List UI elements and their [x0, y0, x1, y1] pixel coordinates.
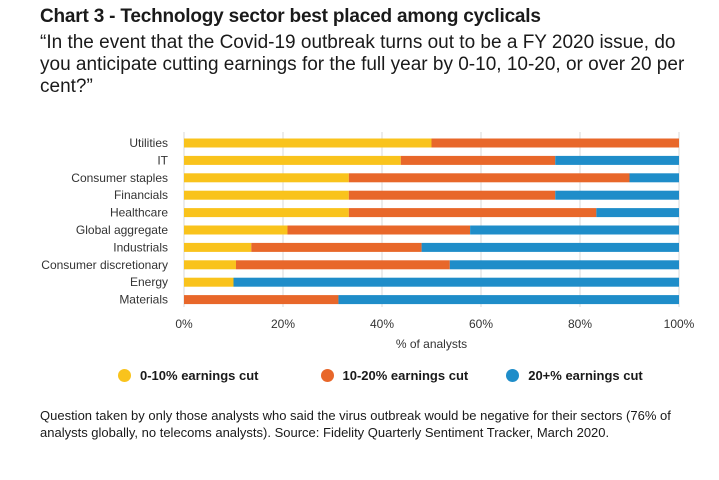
legend-swatch-0-10 [118, 369, 131, 382]
bar-segment [287, 225, 471, 235]
legend-item-0-10: 0-10% earnings cut [118, 368, 259, 383]
bar-segment [184, 225, 288, 235]
bar-segment [235, 260, 450, 270]
bar-segment [338, 295, 679, 305]
bar-segment [449, 260, 679, 270]
category-label: Energy [130, 275, 168, 289]
category-label: Utilities [129, 136, 168, 150]
bar-segment [629, 173, 679, 183]
bar-segment [184, 295, 339, 305]
category-label: Industrials [113, 240, 168, 254]
stacked-bar-chart: Utilities IT Consumer staples Financials Hea… [41, 132, 695, 351]
legend-item-10-20: 10-20% earnings cut [320, 368, 469, 383]
bar-segment [348, 190, 556, 200]
x-tick-label: 0% [175, 317, 193, 331]
legend-swatch-20-plus [506, 369, 520, 382]
bars [184, 138, 679, 305]
bar-segment [555, 190, 679, 200]
bar-segment [184, 190, 349, 200]
category-label: Financials [114, 188, 168, 202]
bar-segment [555, 155, 679, 165]
x-tick-label: 80% [568, 317, 592, 331]
chart-subtitle: “In the event that the Covid-19 outbreak… [40, 32, 685, 97]
category-label: Consumer staples [71, 171, 168, 185]
category-label: Consumer discretionary [41, 258, 168, 272]
bar-segment [251, 242, 422, 252]
legend-label-20-plus: 20+% earnings cut [528, 368, 643, 383]
bar-segment [184, 208, 349, 218]
bar-segment [184, 155, 401, 165]
bar-segment [184, 173, 349, 183]
category-label: Healthcare [110, 206, 168, 220]
bar-segment [400, 155, 556, 165]
legend-swatch-10-20 [320, 369, 334, 382]
legend-item-20-plus: 20+% earnings cut [506, 368, 643, 383]
chart-title: Chart 3 - Technology sector best placed … [40, 6, 541, 27]
x-axis-label: % of analysts [396, 337, 467, 351]
bar-segment [431, 138, 679, 148]
bar-segment [184, 260, 236, 270]
category-labels: Utilities IT Consumer staples Financials Hea… [41, 136, 168, 307]
bar-segment [184, 277, 234, 287]
bar-segment [470, 225, 679, 235]
legend: 0-10% earnings cut 10-20% earnings cut 2… [118, 368, 678, 383]
x-tick-label: 60% [469, 317, 493, 331]
bar-segment [348, 173, 630, 183]
x-tick-label: 100% [664, 317, 695, 331]
bar-segment [596, 208, 679, 218]
legend-label-10-20: 10-20% earnings cut [342, 368, 469, 383]
x-tick-label: 40% [370, 317, 394, 331]
bar-segment [233, 277, 679, 287]
bar-segment [184, 242, 252, 252]
x-tick-labels: 0% 20% 40% 60% 80% 100% [175, 317, 694, 331]
bar-segment [184, 138, 432, 148]
footnote: Question taken by only those analysts wh… [40, 408, 671, 440]
category-label: Global aggregate [76, 223, 168, 237]
legend-label-0-10: 0-10% earnings cut [140, 368, 259, 383]
category-label: Materials [119, 293, 168, 307]
x-tick-label: 20% [271, 317, 295, 331]
bar-segment [421, 242, 679, 252]
bar-segment [348, 208, 597, 218]
category-label: IT [157, 153, 168, 167]
